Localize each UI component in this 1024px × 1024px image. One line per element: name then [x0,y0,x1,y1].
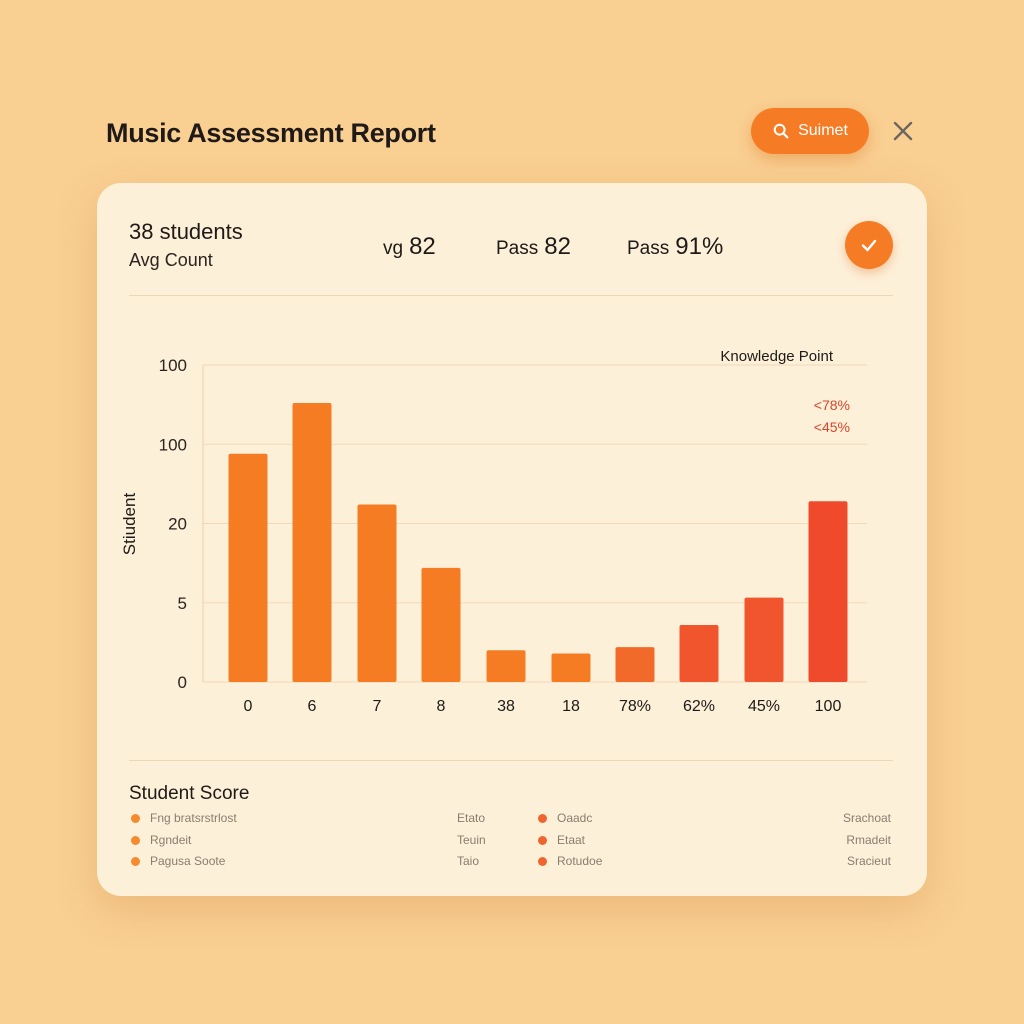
y-tick-label: 100 [159,435,187,454]
stat-average: vg 82 [383,233,436,261]
score-row-label: Etaat [557,833,586,847]
bar-chart: 0 5 20 100 100 Stiudent 0 6 7 8 38 18 78% 62% 45% 100 Kn… [120,348,867,715]
x-tick-label: 38 [497,698,515,715]
score-mid-label: Taio [457,854,480,868]
bar [292,403,332,682]
stat-pass-rate-value: 91% [675,233,724,260]
x-tick-label: 7 [373,698,382,715]
y-tick-label: 20 [168,515,187,534]
score-right-label: Srachoat [842,811,891,825]
legend-dot [538,835,547,845]
y-tick-label: 0 [178,673,187,692]
legend-dot [131,835,140,845]
x-tick-label: 18 [562,698,580,715]
score-row: Oaadc [538,811,592,825]
x-tick-label: 8 [437,698,446,715]
stat-pass: Pass 82 [496,233,571,261]
score-mid-label: Teuin [457,833,486,847]
bar [808,501,848,682]
score-row-label: Pagusa Soote [150,854,226,868]
stat-average-label: vg [383,238,404,259]
score-mid-label: Etato [457,811,486,825]
y-axis-label: Stiudent [120,493,139,556]
check-badge[interactable] [845,221,893,269]
divider [129,760,893,761]
students-count-caption: Avg Count [129,250,213,270]
submit-button-label: Suimet [798,122,848,139]
stat-pass-rate-label: Pass [627,238,670,259]
bar [357,504,397,682]
legend-dot [131,856,140,866]
score-right-label: Sracieut [846,854,891,868]
x-tick-label: 100 [815,698,842,715]
score-row-label: Oaadc [557,811,593,825]
bar [615,647,655,682]
report-card: 38 students Avg Count vg 82 Pass 82 Pass… [97,183,927,896]
score-row: Pagusa Soote [131,854,225,868]
x-tick-label: 0 [244,698,253,715]
bar [486,650,526,682]
close-icon[interactable] [890,118,916,144]
page-title: Music Assessment Report [106,118,436,148]
score-row: Rgndeit [131,833,191,847]
chart-annotation: <45% [814,419,850,435]
legend-dot [538,856,547,866]
divider [129,295,893,296]
score-row: Rotudoe [538,854,602,868]
score-right-label: Rmadeit [846,833,891,847]
score-row-label: Rotudoe [557,854,603,868]
score-row: Etaat [538,833,585,847]
score-row: Fng bratsrstrlost [131,811,237,825]
x-tick-label: 6 [308,698,317,715]
y-tick-label: 5 [178,594,187,613]
legend-dot [131,813,140,823]
bar [679,624,719,682]
legend-dot [538,813,547,823]
bar [421,567,461,682]
stat-pass-value: 82 [544,233,571,260]
search-icon [773,123,789,139]
x-tick-label: 78% [619,698,651,715]
score-row-label: Fng bratsrstrlost [150,811,237,825]
x-tick-label: 62% [683,698,715,715]
student-score-title: Student Score [129,783,250,804]
legend-title: Knowledge Point [720,348,833,365]
stat-average-value: 82 [409,233,436,260]
submit-button[interactable]: Suimet [751,108,869,154]
x-tick-label: 45% [748,698,780,715]
stat-pass-label: Pass [496,238,539,259]
chart-annotation: <78% [814,397,850,413]
bar [744,597,784,682]
check-icon [861,239,877,252]
bar [228,453,268,682]
stat-pass-rate: Pass 91% [627,233,723,261]
bar [551,653,591,682]
students-count: 38 students [129,219,243,244]
y-tick-label: 100 [159,356,187,375]
score-row-label: Rgndeit [150,833,192,847]
